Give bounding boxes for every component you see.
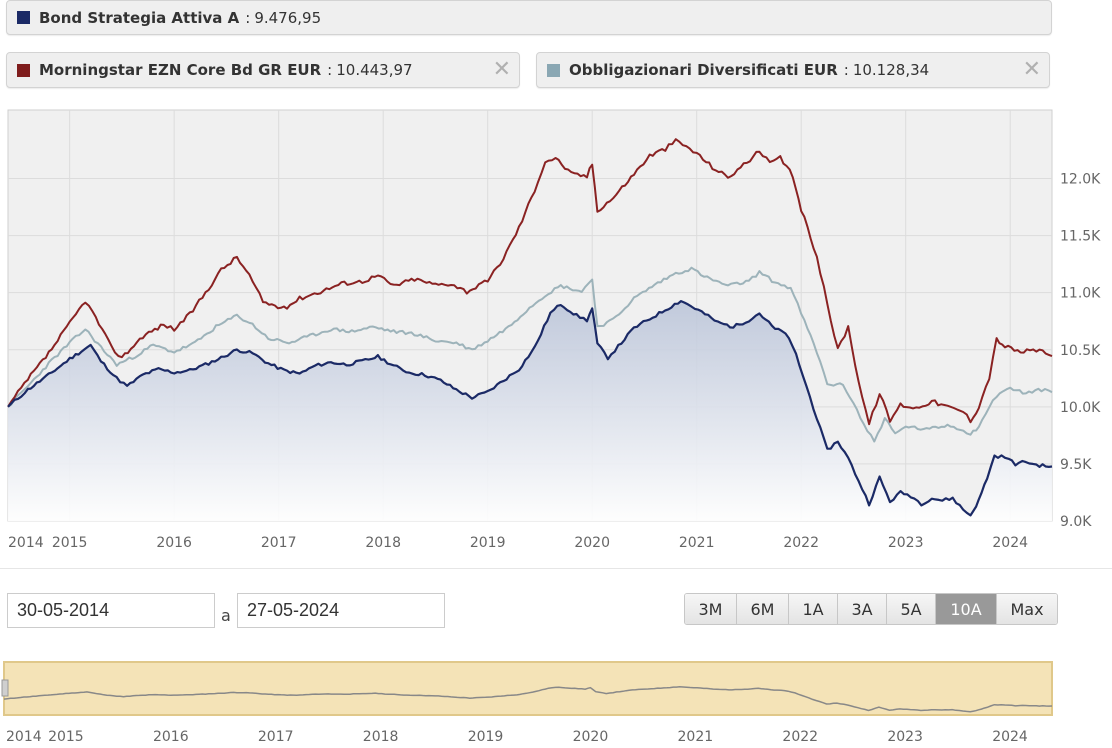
navigator-tick-label: 2014 bbox=[6, 729, 42, 745]
y-tick-label: 10.0K bbox=[1060, 400, 1101, 416]
navigator-line bbox=[3, 686, 1053, 713]
y-tick-label: 11.5K bbox=[1060, 229, 1101, 245]
navigator-tick-label: 2018 bbox=[363, 729, 399, 745]
navigator-chart[interactable]: 2014 2015 2016 2017 2018 2019 2020 2021 2022 2023… bbox=[0, 655, 1112, 748]
fund-series-line bbox=[7, 300, 1053, 517]
navigator-left-handle bbox=[1, 679, 9, 697]
x-tick-label: 2015 bbox=[52, 535, 88, 551]
navigator-tick-label: 2016 bbox=[153, 729, 189, 745]
navigator-tick-label: 2021 bbox=[678, 729, 714, 745]
navigator-tick-label: 2024 bbox=[992, 729, 1028, 745]
x-tick-label: 2017 bbox=[261, 535, 297, 551]
navigator-tick-label: 2023 bbox=[887, 729, 923, 745]
fund-separator: : bbox=[245, 8, 251, 27]
y-tick-label: 11.0K bbox=[1060, 286, 1101, 302]
range-button-1a[interactable]: 1A bbox=[789, 594, 838, 624]
range-button-10a[interactable]: 10A bbox=[936, 594, 997, 624]
y-tick-label: 12.0K bbox=[1060, 172, 1101, 188]
navigator-tick-label: 2022 bbox=[782, 729, 818, 745]
x-tick-label: 2014 bbox=[8, 535, 44, 551]
benchmark-name: Morningstar EZN Core Bd GR EUR bbox=[39, 61, 322, 79]
category-close-icon[interactable]: ✕ bbox=[1022, 57, 1041, 82]
date-separator: a bbox=[221, 606, 231, 625]
range-button-6m[interactable]: 6M bbox=[737, 594, 789, 624]
fund-value: 9.476,95 bbox=[254, 8, 322, 27]
range-button-5a[interactable]: 5A bbox=[887, 594, 936, 624]
navigator-tick-label: 2017 bbox=[258, 729, 294, 745]
x-tick-label: 2021 bbox=[679, 535, 715, 551]
category-value: 10.128,34 bbox=[852, 61, 930, 79]
category-name: Obbligazionari Diversificati EUR bbox=[569, 61, 838, 79]
x-tick-label: 2016 bbox=[156, 535, 192, 551]
x-tick-label: 2020 bbox=[574, 535, 610, 551]
navigator-tick-label: 2019 bbox=[468, 729, 504, 745]
benchmark-close-icon[interactable]: ✕ bbox=[492, 57, 511, 82]
legend-benchmark[interactable]: Morningstar EZN Core Bd GR EUR : 10.443,… bbox=[6, 52, 520, 88]
range-selector: 3M 6M 1A 3A 5A 10A Max bbox=[684, 593, 1058, 625]
navigator-tick-label: 2020 bbox=[573, 729, 609, 745]
y-tick-label: 9.5K bbox=[1060, 457, 1092, 473]
category-separator: : bbox=[843, 61, 849, 79]
range-button-max[interactable]: Max bbox=[997, 594, 1057, 624]
category-series-line bbox=[7, 266, 1053, 443]
y-tick-label: 10.5K bbox=[1060, 343, 1101, 359]
x-tick-label: 2019 bbox=[470, 535, 506, 551]
x-tick-label: 2023 bbox=[888, 535, 924, 551]
navigator-tick-label: 2015 bbox=[48, 729, 84, 745]
date-from-input[interactable] bbox=[7, 593, 215, 628]
navigator-range bbox=[3, 661, 1053, 716]
fund-color-swatch bbox=[17, 11, 30, 24]
date-to-input[interactable] bbox=[237, 593, 445, 628]
x-tick-label: 2018 bbox=[365, 535, 401, 551]
benchmark-separator: : bbox=[327, 61, 333, 79]
legend-fund[interactable]: Bond Strategia Attiva A : 9.476,95 bbox=[6, 0, 1052, 35]
y-tick-label: 9.0K bbox=[1060, 514, 1092, 530]
section-divider bbox=[0, 568, 1112, 569]
performance-chart[interactable]: 9.0K 9.5K 10.0K 10.5K 11.0K 11.5K 12.0K 2014 201… bbox=[0, 100, 1112, 560]
legend-category[interactable]: Obbligazionari Diversificati EUR : 10.12… bbox=[536, 52, 1050, 88]
x-tick-label: 2024 bbox=[992, 535, 1028, 551]
range-button-3a[interactable]: 3A bbox=[838, 594, 887, 624]
fund-name: Bond Strategia Attiva A bbox=[39, 8, 240, 27]
x-tick-label: 2022 bbox=[783, 535, 819, 551]
benchmark-series-line bbox=[7, 138, 1053, 426]
benchmark-value: 10.443,97 bbox=[336, 61, 413, 79]
benchmark-color-swatch bbox=[17, 63, 30, 77]
fund-area-fill bbox=[8, 301, 1052, 521]
category-color-swatch bbox=[547, 63, 560, 77]
range-button-3m[interactable]: 3M bbox=[685, 594, 737, 624]
